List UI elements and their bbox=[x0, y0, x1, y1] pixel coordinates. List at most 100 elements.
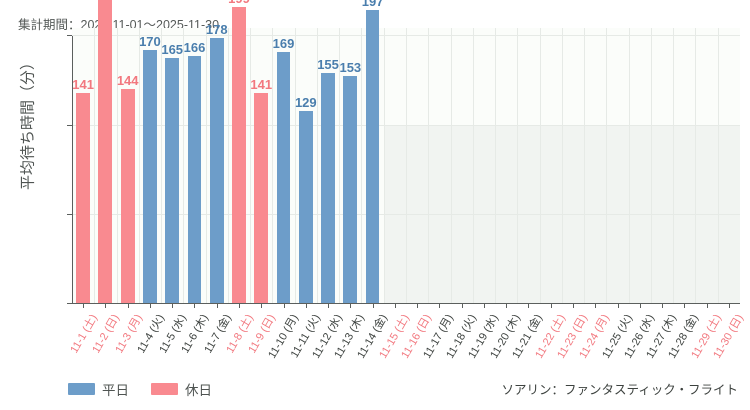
gridline-vertical bbox=[116, 28, 118, 303]
bar-value-label: 170 bbox=[139, 34, 161, 50]
gridline-vertical bbox=[339, 28, 341, 303]
x-tick-mark bbox=[573, 303, 574, 308]
gridline-vertical bbox=[316, 28, 318, 303]
bar-11-7[interactable] bbox=[209, 38, 224, 303]
gridline-vertical bbox=[94, 28, 96, 303]
bar-value-label: 178 bbox=[205, 22, 228, 38]
x-tick-mark bbox=[706, 303, 708, 308]
gridline-vertical bbox=[628, 28, 630, 303]
bar-value-label: 166 bbox=[183, 40, 206, 56]
bar-value-label: 129 bbox=[294, 95, 317, 111]
bar-11-13[interactable] bbox=[343, 75, 358, 303]
x-tick-mark bbox=[216, 303, 218, 308]
x-tick-mark bbox=[305, 303, 307, 308]
gridline-vertical bbox=[495, 28, 497, 303]
bar-value-label: 197 bbox=[361, 0, 384, 10]
chart-legend: 平日 休日 bbox=[68, 379, 212, 399]
legend-item-holiday[interactable]: 休日 bbox=[151, 379, 212, 399]
bar-11-8[interactable] bbox=[232, 7, 246, 303]
gridline-vertical bbox=[272, 28, 274, 303]
gridline-vertical bbox=[561, 28, 563, 303]
gridline-vertical bbox=[650, 28, 652, 303]
gridline-vertical bbox=[294, 28, 296, 303]
bar-value-label: 169 bbox=[272, 35, 295, 51]
x-tick-mark bbox=[394, 303, 396, 308]
x-tick-mark bbox=[149, 303, 151, 308]
x-tick-mark bbox=[506, 303, 508, 308]
x-tick-mark bbox=[550, 303, 552, 308]
gridline-vertical bbox=[539, 28, 541, 303]
gridline-vertical bbox=[717, 28, 719, 303]
bar-11-9[interactable] bbox=[254, 93, 269, 303]
x-tick-mark bbox=[105, 303, 107, 308]
legend-label: 休日 bbox=[185, 383, 212, 398]
gridline-vertical bbox=[406, 28, 407, 303]
x-tick-mark bbox=[328, 303, 330, 308]
x-tick-mark bbox=[417, 303, 419, 308]
legend-item-weekday[interactable]: 平日 bbox=[68, 379, 129, 399]
x-tick-mark bbox=[595, 303, 597, 308]
gridline-vertical bbox=[584, 28, 586, 303]
y-tick-mark bbox=[67, 213, 72, 215]
gridline-vertical bbox=[227, 28, 229, 303]
bar-11-4[interactable] bbox=[143, 50, 157, 303]
gridline-vertical bbox=[695, 28, 697, 303]
y-tick-mark bbox=[67, 124, 72, 126]
gridline-vertical bbox=[361, 28, 363, 303]
bar-value-label: 153 bbox=[339, 59, 362, 75]
x-tick-mark bbox=[172, 303, 174, 308]
x-tick-mark bbox=[283, 303, 285, 308]
bar-11-6[interactable] bbox=[187, 56, 202, 303]
x-tick-mark bbox=[617, 303, 619, 308]
x-tick-mark bbox=[83, 303, 85, 308]
legend-swatch-icon bbox=[68, 383, 95, 395]
x-tick-mark bbox=[439, 303, 441, 308]
x-tick-mark bbox=[194, 303, 196, 308]
x-tick-mark bbox=[350, 303, 352, 308]
gridline-vertical bbox=[183, 28, 185, 303]
bar-value-label: 199 bbox=[228, 0, 250, 6]
bar-value-label: 155 bbox=[317, 56, 339, 72]
gridline-vertical bbox=[161, 28, 163, 303]
bar-11-14[interactable] bbox=[365, 10, 380, 303]
bar-11-5[interactable] bbox=[165, 57, 180, 303]
bar-11-10[interactable] bbox=[276, 51, 291, 303]
gridline-vertical bbox=[205, 28, 207, 303]
bar-value-label: 165 bbox=[161, 41, 184, 57]
gridline-vertical bbox=[428, 28, 430, 303]
legend-label: 平日 bbox=[102, 383, 129, 398]
x-tick-mark bbox=[127, 303, 129, 308]
gridline-vertical bbox=[606, 28, 608, 303]
y-tick-mark bbox=[67, 35, 72, 37]
x-tick-mark bbox=[662, 303, 664, 308]
x-tick-mark bbox=[728, 303, 730, 308]
y-axis-title: 平均待ち時間（分） bbox=[19, 55, 37, 191]
x-tick-mark bbox=[528, 303, 530, 308]
bar-11-12[interactable] bbox=[321, 72, 335, 303]
bar-11-11[interactable] bbox=[298, 111, 313, 303]
attraction-name-caption: ソアリン：ファンタスティック・フライト bbox=[501, 383, 738, 397]
gridline-vertical bbox=[673, 28, 675, 303]
x-tick-mark bbox=[639, 303, 641, 308]
x-tick-mark bbox=[684, 303, 686, 308]
gridline-vertical bbox=[383, 28, 385, 303]
gridline-vertical bbox=[138, 28, 140, 303]
gridline-vertical bbox=[450, 28, 452, 303]
x-tick-mark bbox=[483, 303, 485, 308]
x-tick-mark bbox=[372, 303, 374, 308]
bar-11-3[interactable] bbox=[120, 88, 135, 303]
bar-value-label: 144 bbox=[116, 72, 139, 88]
bar-11-1[interactable] bbox=[76, 93, 91, 303]
gridline-vertical bbox=[472, 28, 474, 303]
x-axis-line bbox=[72, 303, 740, 304]
x-tick-mark bbox=[239, 303, 240, 308]
y-tick-mark bbox=[67, 303, 72, 304]
x-tick-mark bbox=[461, 303, 463, 308]
bar-11-2[interactable] bbox=[98, 0, 113, 303]
y-axis-line bbox=[72, 36, 73, 304]
gridline-vertical bbox=[250, 28, 252, 303]
bar-value-label: 141 bbox=[72, 77, 94, 93]
legend-swatch-icon bbox=[151, 383, 178, 395]
